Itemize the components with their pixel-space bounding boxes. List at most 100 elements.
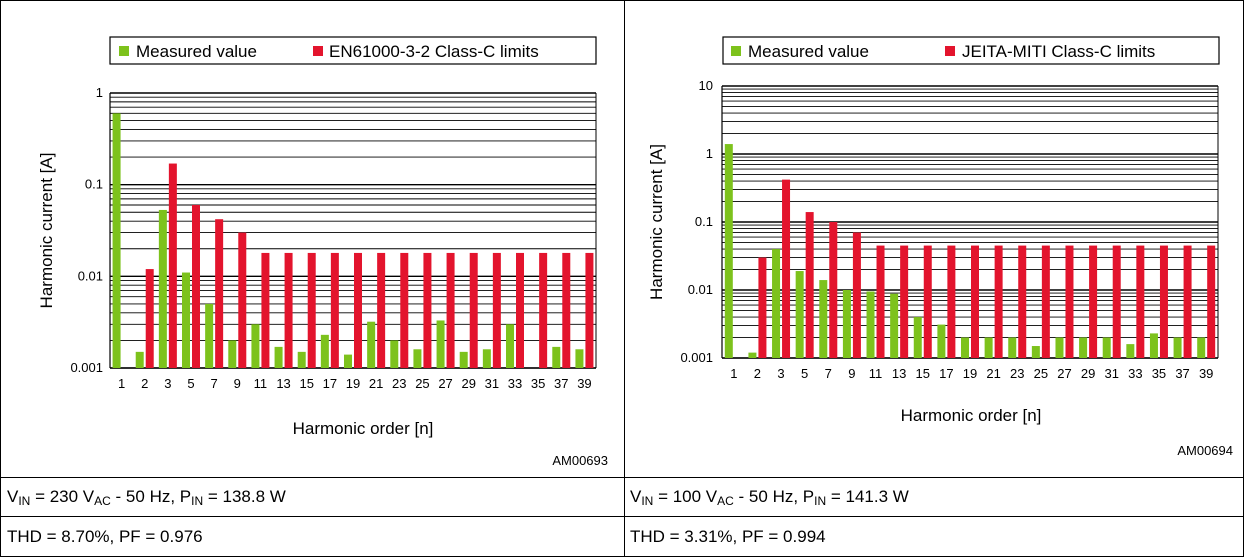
x-tick-label: 39	[577, 376, 591, 391]
x-tick-label: 37	[1175, 366, 1189, 381]
bar	[552, 346, 561, 368]
bar	[782, 179, 791, 358]
bar	[1089, 245, 1098, 358]
y-axis-label: Harmonic current [A]	[37, 153, 56, 309]
bar	[1149, 333, 1158, 358]
bar	[251, 324, 260, 368]
x-tick-label: 39	[1199, 366, 1213, 381]
bar	[112, 113, 121, 368]
chart-right: 10 1 0.1 0.01 0.001 1 2 3 5 7 9 11 13 15 17 19 21 23 25 27 2…	[625, 0, 1244, 477]
x-tick-label: 11	[869, 366, 883, 381]
bar	[866, 291, 875, 358]
bar	[284, 252, 293, 368]
legend: Measured value EN61000-3-2 Class-C limits	[109, 36, 597, 65]
x-tick-label: 2	[141, 376, 148, 391]
bar	[984, 337, 993, 358]
figure-id: AM00694	[1177, 443, 1233, 458]
bar	[1031, 346, 1040, 358]
legend-box	[109, 36, 597, 65]
x-tick-label: 3	[164, 376, 171, 391]
bar	[876, 245, 885, 358]
x-tick-label: 23	[1010, 366, 1024, 381]
bar	[228, 340, 237, 368]
bar	[1183, 245, 1192, 358]
bar	[961, 337, 969, 358]
bar	[330, 252, 339, 368]
bar	[1197, 337, 1206, 358]
y-tick-label: 0.1	[695, 214, 713, 229]
x-tick-label: 29	[1081, 366, 1095, 381]
x-tick-label: 31	[485, 376, 499, 391]
y-tick-label: 10	[699, 78, 713, 93]
bar	[1159, 245, 1168, 358]
bar	[758, 257, 767, 358]
x-tick-label: 15	[299, 376, 313, 391]
x-tick-label: 33	[508, 376, 522, 391]
bar	[913, 317, 922, 358]
x-tick-label: 3	[777, 366, 784, 381]
legend-swatch-measured	[119, 46, 129, 56]
bar	[829, 222, 838, 358]
x-tick-label: 7	[211, 376, 218, 391]
bar	[145, 269, 154, 368]
bar	[772, 249, 781, 358]
x-tick-label: 17	[323, 376, 337, 391]
bar	[900, 245, 909, 358]
bar	[182, 272, 190, 368]
bar	[168, 163, 177, 368]
y-tick-label: 0.001	[70, 360, 103, 375]
bar	[238, 232, 247, 368]
bar	[805, 212, 814, 358]
legend: Measured value JEITA-MITI Class-C limits	[722, 36, 1220, 65]
bar	[192, 205, 200, 368]
bar	[842, 290, 851, 358]
bar	[1112, 245, 1121, 358]
bar	[459, 351, 468, 368]
bar	[516, 252, 524, 368]
x-tick-label: 23	[392, 376, 406, 391]
x-tick-label: 5	[187, 376, 194, 391]
bar	[1055, 337, 1064, 358]
x-tick-label: 1	[730, 366, 737, 381]
column-divider	[624, 0, 625, 556]
bar	[748, 352, 757, 358]
x-tick-label: 11	[254, 376, 268, 391]
bar	[261, 252, 270, 368]
chart-left: 1 0.1 0.01 0.001 1 2 3 5 7 9 11 13 15 17 19 21 23 25 27 29 3…	[0, 0, 624, 477]
bar	[923, 245, 932, 358]
x-tick-label: 5	[801, 366, 808, 381]
bar	[539, 252, 548, 368]
bar	[482, 349, 491, 368]
x-tick-label: 31	[1104, 366, 1118, 381]
bar	[947, 245, 956, 358]
bar	[297, 351, 306, 368]
y-tick-label: 0.01	[78, 268, 103, 283]
bar	[1207, 245, 1216, 358]
bar	[937, 324, 946, 358]
bar	[492, 252, 501, 368]
legend-label-limits: JEITA-MITI Class-C limits	[962, 42, 1155, 61]
bar	[307, 252, 316, 368]
legend-label-measured: Measured value	[748, 42, 869, 61]
bar	[795, 271, 804, 358]
x-tick-label: 13	[892, 366, 906, 381]
bar	[344, 354, 352, 368]
bar	[1041, 245, 1050, 358]
x-tick-label: 13	[276, 376, 290, 391]
bar	[274, 346, 283, 368]
y-tick-label: 1	[706, 146, 713, 161]
bar	[413, 349, 422, 368]
x-tick-label: 27	[438, 376, 452, 391]
bar	[390, 340, 399, 368]
bar	[819, 280, 828, 358]
y-tick-label: 0.01	[688, 282, 713, 297]
x-tick-label: 15	[916, 366, 930, 381]
x-tick-label: 9	[848, 366, 855, 381]
x-tick-label: 29	[461, 376, 475, 391]
condition-line-1: VIN = 100 VAC - 50 Hz, PIN = 141.3 W	[630, 487, 909, 508]
x-tick-label: 21	[369, 376, 383, 391]
legend-swatch-limits	[313, 46, 323, 56]
x-tick-label: 7	[825, 366, 832, 381]
